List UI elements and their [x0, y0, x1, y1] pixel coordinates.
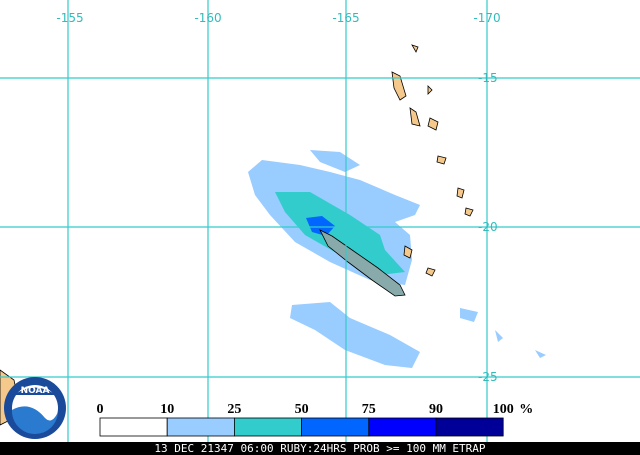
logo-wave — [11, 406, 58, 435]
legend-swatch — [233, 417, 302, 437]
island — [403, 245, 413, 259]
legend-label: 90 — [429, 402, 443, 417]
island — [456, 187, 465, 199]
longitude-label: -155 — [56, 11, 83, 25]
legend-label: 50 — [295, 402, 309, 417]
noaa-logo: NOAA — [4, 377, 66, 439]
island — [464, 207, 474, 217]
island — [391, 71, 407, 101]
island — [427, 117, 439, 131]
island — [425, 267, 436, 277]
islands — [0, 44, 474, 426]
area-50 — [306, 216, 335, 236]
probability-areas — [248, 150, 546, 368]
legend-unit: % — [519, 402, 533, 417]
longitude-label: -160 — [194, 11, 221, 25]
footer-bar — [0, 442, 640, 455]
area-10 — [460, 308, 546, 358]
island — [436, 155, 447, 165]
area-10 — [310, 150, 360, 172]
legend-label: 100 — [493, 402, 514, 417]
legend-label: 10 — [160, 402, 174, 417]
new-caledonia — [319, 229, 406, 297]
longitude-label: -165 — [332, 11, 359, 25]
latitude-label: -15 — [478, 71, 498, 85]
legend-swatch — [301, 417, 370, 437]
legend-swatch — [166, 417, 235, 437]
logo-bird — [14, 387, 56, 395]
footer-text: 13 DEC 21347 06:00 RUBY:24HRS PROB >= 10… — [154, 442, 486, 455]
area-25 — [275, 192, 405, 275]
legend: 0 10 25 50 75 90 100% — [97, 402, 533, 437]
longitude-label: -170 — [473, 11, 500, 25]
legend-label: 0 — [97, 402, 104, 417]
logo-text: NOAA — [21, 386, 50, 396]
island — [411, 44, 433, 95]
island — [409, 107, 421, 127]
legend-swatch — [368, 417, 437, 437]
legend-swatch — [435, 417, 504, 437]
latitude-label: -25 — [478, 370, 498, 384]
legend-label: 75 — [362, 402, 376, 417]
graticule — [0, 0, 640, 442]
latitude-label: -20 — [478, 220, 498, 234]
area-10 — [290, 302, 420, 368]
legend-label: 25 — [227, 402, 241, 417]
legend-swatch — [99, 417, 168, 437]
